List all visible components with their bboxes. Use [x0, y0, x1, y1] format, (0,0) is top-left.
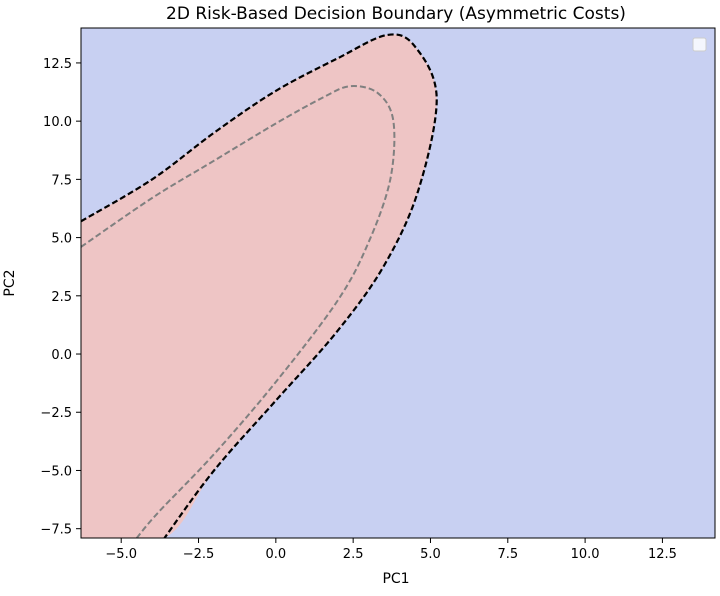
x-tick-label: 2.5: [343, 547, 364, 562]
x-tick-label: −5.0: [105, 547, 137, 562]
x-tick-label: 5.0: [420, 547, 441, 562]
y-tick-label: 7.5: [51, 173, 72, 188]
y-tick-label: −5.0: [40, 464, 72, 479]
x-tick-label: 7.5: [497, 547, 518, 562]
x-tick-label: 0.0: [265, 547, 286, 562]
y-tick-label: −2.5: [40, 406, 72, 421]
x-tick-label: 12.5: [648, 547, 677, 562]
decision-boundary-line: [81, 33, 438, 538]
y-tick-label: 12.5: [43, 57, 72, 72]
x-tick-label: −2.5: [183, 547, 215, 562]
y-tick-label: 10.0: [43, 115, 72, 130]
y-tick-label: 2.5: [51, 290, 72, 305]
chart-title: 2D Risk-Based Decision Boundary (Asymmet…: [166, 4, 626, 24]
y-tick-label: −7.5: [40, 523, 72, 538]
axes: −5.0 −2.5 0.0 2.5 5.0 7.5 10.0 12.5 −7.5 −5.0 −2.5…: [40, 27, 716, 562]
x-tick-label: 10.0: [571, 547, 600, 562]
y-tick-label: 5.0: [51, 232, 72, 247]
x-axis-label: PC1: [382, 571, 409, 587]
legend-box: [692, 37, 707, 52]
y-tick-label: 0.0: [51, 348, 72, 363]
y-axis-label: PC2: [2, 269, 18, 296]
positive-class-region: [81, 34, 437, 538]
axes-frame: [80, 27, 716, 539]
plot-area: [81, 28, 715, 538]
inner-contour-line: [81, 85, 396, 538]
